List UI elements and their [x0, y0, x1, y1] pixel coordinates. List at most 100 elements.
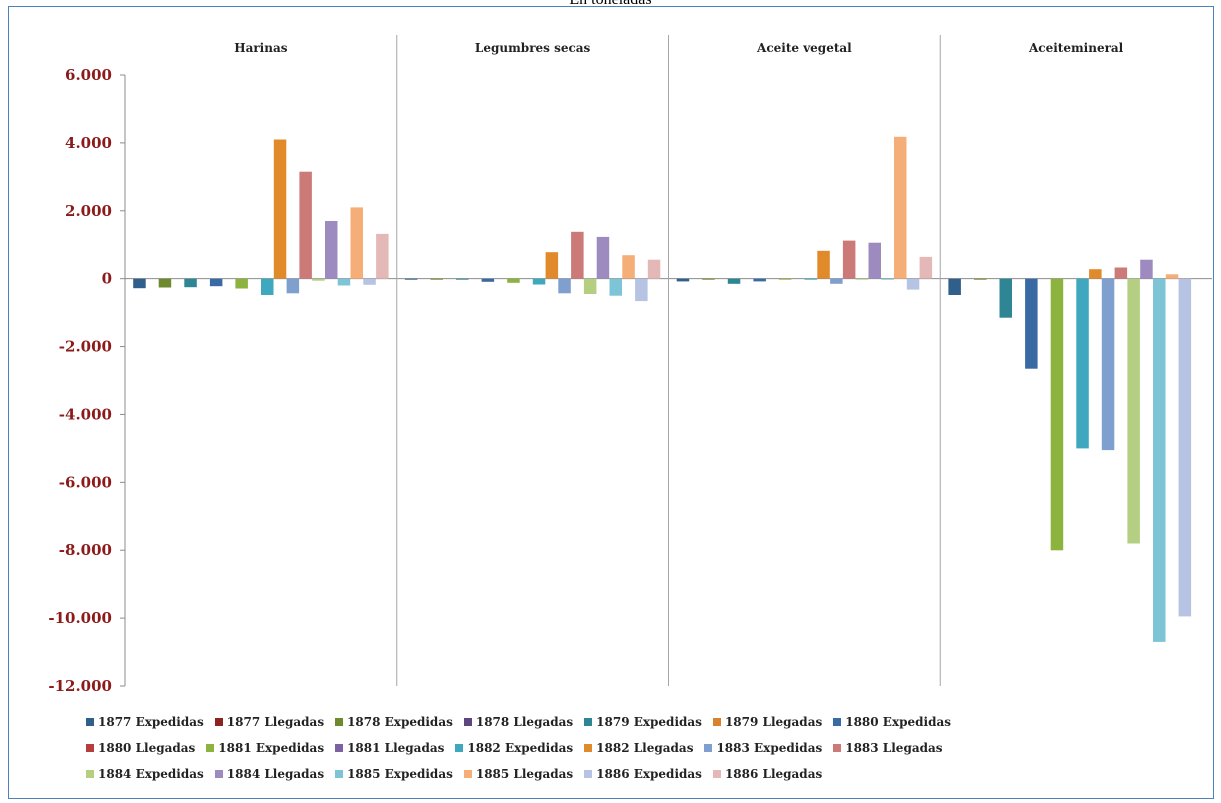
legend-item: 1883 Llegadas — [833, 741, 943, 755]
bar — [919, 256, 933, 279]
bar — [133, 278, 146, 289]
category-title: Legumbres secas — [475, 41, 591, 55]
bar — [609, 278, 622, 296]
legend-label: 1877 Llegadas — [226, 715, 325, 729]
legend-swatch — [833, 744, 842, 752]
legend-swatch — [86, 744, 94, 752]
bar — [481, 278, 495, 282]
legend-label: 1881 Llegadas — [347, 741, 445, 755]
legend-row: 1884 Expedidas 1884 Llegadas 1885 Expedida… — [86, 761, 1196, 787]
bar — [507, 278, 520, 283]
legend-item: 1880 Expedidas — [833, 715, 951, 729]
bar — [855, 278, 869, 280]
y-tick-label: -2.000 — [59, 338, 112, 356]
legend-item: 1886 Llegadas — [712, 767, 823, 781]
bar — [804, 278, 817, 280]
bar — [1114, 267, 1128, 279]
bar — [974, 278, 987, 280]
bar — [881, 278, 894, 280]
bar — [647, 259, 661, 279]
legend-item: 1882 Llegadas — [584, 741, 693, 755]
legend-label: 1886 Llegadas — [724, 767, 823, 781]
legend-item: 1883 Expedidas — [704, 741, 822, 755]
bar — [430, 278, 443, 280]
legend-swatch — [86, 770, 94, 778]
legend-item: 1885 Expedidas — [335, 767, 453, 781]
legend-label: 1877 Expedidas — [98, 715, 204, 729]
bar — [158, 278, 172, 288]
legend-swatch — [214, 770, 223, 778]
legend-label: 1884 Expedidas — [98, 767, 204, 781]
legend-label: 1883 Expedidas — [716, 741, 823, 755]
legend-label: 1881 Expedidas — [218, 741, 325, 755]
legend-swatch — [584, 744, 593, 752]
bar — [1076, 278, 1089, 449]
legend-swatch — [584, 718, 593, 726]
legend-item: 1878 Expedidas — [335, 715, 453, 729]
y-tick-label: 0 — [102, 270, 112, 288]
legend-swatch — [712, 770, 721, 778]
bar — [1050, 278, 1064, 551]
bar — [209, 278, 223, 287]
legend-swatch — [704, 744, 713, 752]
y-tick-label: -6.000 — [59, 473, 112, 491]
bar — [830, 278, 843, 284]
bar — [532, 278, 546, 285]
bar — [558, 278, 571, 294]
bar — [325, 221, 338, 279]
bar — [235, 278, 248, 289]
legend-label: 1878 Llegadas — [475, 715, 574, 729]
bar — [337, 278, 351, 286]
bar — [545, 252, 559, 279]
legend-item: 1877 Expedidas — [86, 715, 204, 729]
legend-swatch — [335, 744, 344, 752]
bar — [350, 207, 363, 279]
chart-subtitle: En toneladas — [0, 0, 1221, 9]
bar — [948, 278, 961, 295]
category-title: Harinas — [234, 41, 287, 55]
bar — [676, 278, 690, 282]
bar — [571, 231, 584, 279]
legend-label: 1879 Llegadas — [724, 715, 823, 729]
bar — [1140, 259, 1153, 279]
legend-swatch — [455, 744, 464, 752]
bar — [184, 278, 197, 288]
bar — [1089, 269, 1102, 279]
y-tick-label: -4.000 — [59, 405, 112, 423]
y-tick-label: -8.000 — [59, 541, 112, 559]
bar — [1178, 278, 1192, 617]
bar — [727, 278, 741, 284]
y-tick-label: 4.000 — [65, 134, 112, 152]
bar — [778, 278, 792, 280]
legend-label: 1886 Expedidas — [596, 767, 702, 781]
legend-item: 1879 Llegadas — [712, 715, 823, 729]
bar — [456, 278, 469, 280]
y-tick-label: -12.000 — [48, 677, 112, 695]
legend-item: 1882 Expedidas — [455, 741, 573, 755]
bar — [376, 233, 389, 279]
legend-item: 1881 Llegadas — [335, 741, 444, 755]
y-tick-label: 6.000 — [65, 66, 112, 84]
legend-swatch — [214, 718, 223, 726]
bar — [817, 250, 830, 279]
chart-legend: 1877 Expedidas 1877 Llegadas 1878 Expedida… — [86, 709, 1196, 787]
legend-label: 1882 Llegadas — [596, 741, 694, 755]
legend-item: 1877 Llegadas — [214, 715, 325, 729]
legend-swatch — [86, 718, 94, 726]
bar — [999, 278, 1012, 318]
legend-label: 1879 Expedidas — [596, 715, 702, 729]
bar — [1101, 278, 1115, 451]
category-title: Aceitemineral — [1028, 41, 1124, 55]
legend-swatch — [206, 744, 215, 752]
bar — [261, 278, 274, 295]
bar — [1165, 274, 1179, 279]
bar — [635, 278, 648, 302]
bar — [622, 255, 635, 279]
category-title: Aceite vegetal — [756, 41, 852, 55]
bar — [286, 278, 300, 294]
legend-swatch — [335, 718, 344, 726]
legend-label: 1880 Expedidas — [845, 715, 952, 729]
legend-item: 1886 Expedidas — [584, 767, 702, 781]
legend-item: 1884 Expedidas — [86, 767, 204, 781]
